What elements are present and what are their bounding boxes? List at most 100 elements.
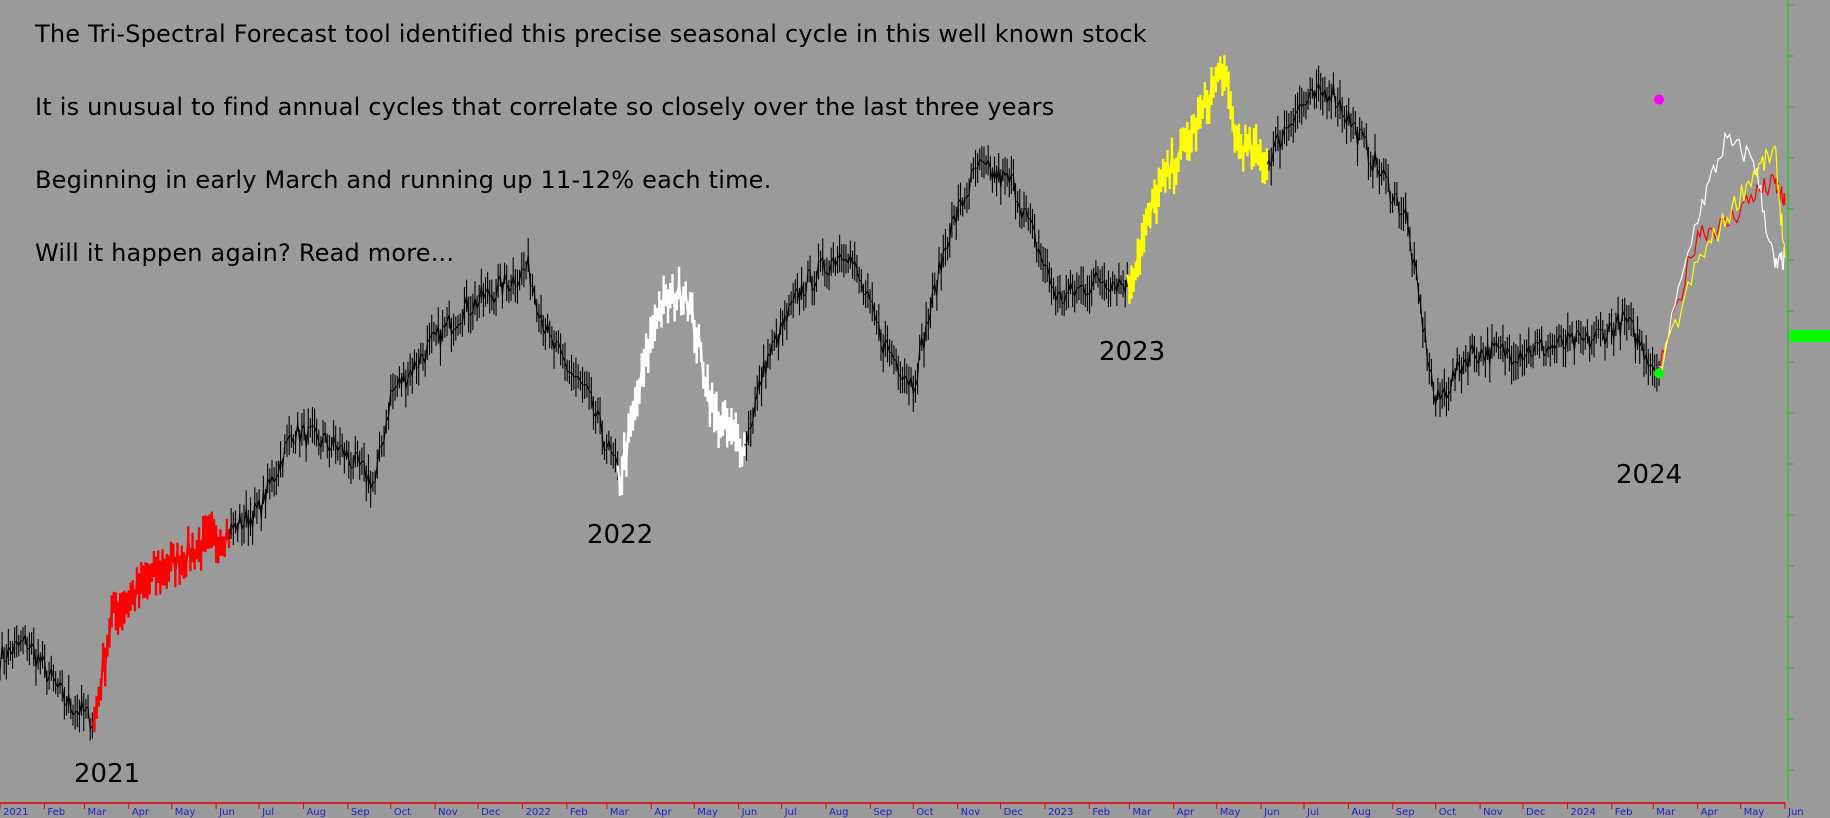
price-segment (754, 393, 758, 402)
price-segment (1292, 113, 1296, 126)
price-segment (68, 693, 72, 709)
price-segment (1578, 331, 1582, 338)
price-segment (822, 256, 826, 274)
price-segment (1070, 281, 1074, 291)
price-segment (1409, 238, 1413, 266)
price-segment (1326, 95, 1330, 104)
price-segment (262, 489, 267, 504)
price-segment (1188, 133, 1193, 146)
annotation-line-4[interactable]: Will it happen again? Read more... (35, 239, 455, 267)
price-segment (849, 254, 854, 265)
price-segment (439, 325, 444, 348)
price-segment (620, 450, 626, 476)
price-segment (1259, 154, 1264, 168)
price-segment (949, 219, 953, 241)
price-segment (1521, 357, 1525, 361)
price-segment (773, 333, 777, 342)
date-tick-label: May (1744, 807, 1765, 818)
price-segment (1225, 76, 1230, 91)
price-segment (1324, 89, 1328, 104)
price-segment (256, 499, 260, 509)
price-segment (715, 411, 720, 430)
price-segment (1493, 341, 1497, 347)
price-segment (1270, 148, 1274, 167)
price-segment (429, 333, 433, 340)
price-segment (964, 197, 968, 199)
price-segment (1624, 316, 1628, 323)
price-segment (1596, 328, 1599, 331)
price-segment (193, 549, 198, 560)
price-segment (1374, 150, 1378, 168)
price-segment (7, 646, 11, 652)
price-segment (411, 359, 415, 377)
price-segment (320, 435, 324, 448)
price-segment (106, 632, 111, 646)
price-segment (448, 314, 452, 335)
price-segment (93, 707, 98, 720)
date-tick-label: Mar (610, 807, 630, 818)
price-segment (1084, 292, 1088, 296)
price-segment (741, 443, 746, 458)
date-tick-label: Dec (1004, 807, 1023, 818)
price-segment (1467, 351, 1471, 369)
price-segment (1504, 347, 1508, 359)
price-segment (472, 298, 476, 312)
price-segment (1299, 103, 1303, 107)
price-segment (1361, 130, 1365, 138)
price-segment (750, 420, 754, 429)
price-segment (265, 478, 269, 504)
date-tick-label: Feb (1092, 807, 1110, 818)
date-tick-label: Aug (306, 807, 326, 818)
price-segment (78, 700, 83, 716)
price-segment (1157, 180, 1163, 188)
price-segment (684, 291, 689, 312)
price-segment (1392, 193, 1396, 204)
price-segment (1040, 256, 1044, 265)
price-segment (383, 421, 387, 442)
price-segment (1114, 284, 1118, 293)
price-segment (579, 380, 583, 386)
price-segment (116, 609, 122, 619)
price-segment (1093, 271, 1097, 280)
price-segment (647, 334, 652, 357)
price-segment (641, 367, 645, 371)
price-segment (1091, 278, 1095, 289)
price-segment (1015, 200, 1018, 203)
price-segment (1465, 358, 1469, 369)
price-segment (847, 254, 851, 264)
price-segment (1266, 160, 1270, 165)
price-segment (241, 523, 245, 530)
price-segment (180, 559, 185, 566)
price-segment (809, 269, 813, 291)
price-segment (792, 291, 796, 301)
price-segment (702, 375, 707, 387)
price-segment (142, 579, 147, 583)
price-segment (1346, 111, 1350, 125)
price-segment (367, 473, 372, 490)
price-segment (267, 478, 271, 485)
price-segment (1456, 358, 1460, 368)
price-segment (1450, 369, 1454, 391)
price-segment (444, 321, 448, 328)
price-segment (519, 268, 523, 281)
price-segment (1433, 393, 1437, 407)
price-segment (902, 375, 906, 381)
price-segment (337, 445, 341, 452)
date-tick-label: Sep (1396, 807, 1415, 818)
price-segment (562, 355, 566, 362)
price-segment (790, 300, 794, 304)
price-segment (512, 275, 516, 286)
price-segment (1487, 343, 1491, 366)
price-segment (998, 167, 1002, 188)
date-tick-label: 2022 (525, 807, 550, 818)
price-segment (95, 696, 100, 708)
price-segment (1357, 128, 1361, 147)
price-segment (1491, 341, 1495, 347)
price-segment (723, 414, 729, 428)
price-segment (912, 386, 916, 394)
price-segment (1301, 103, 1305, 107)
price-segment (491, 294, 495, 304)
price-segment (35, 654, 39, 668)
price-segment (359, 460, 363, 466)
price-segment (1227, 90, 1232, 106)
